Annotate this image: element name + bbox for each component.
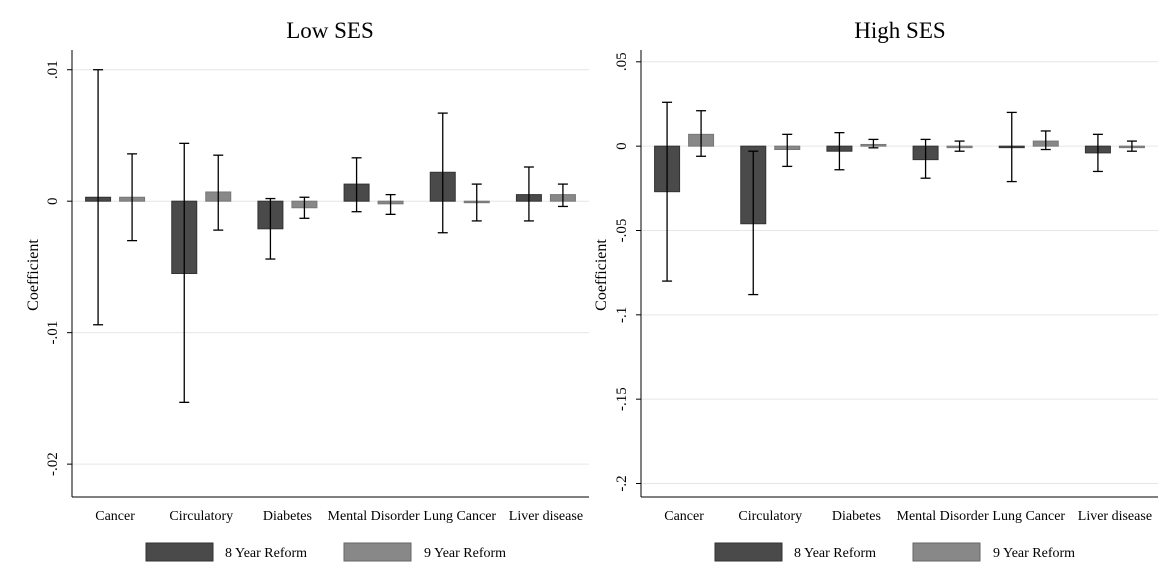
legend-label-8-year-reform: 8 Year Reform [794, 546, 876, 561]
y-tick-label: -.15 [614, 387, 630, 411]
x-tick-label: Diabetes [263, 509, 312, 524]
plot-area: -.2 -.15 -.1 -.05 0 .05 Cancer Circulatory Diabe… [614, 50, 1158, 524]
x-tick-label: Liver disease [1078, 509, 1152, 524]
panel-high-ses: High SES Coefficient -.2 -.15 -.1 -.05 0 .05 C… [593, 18, 1158, 562]
legend-label-9-year-reform: 9 Year Reform [993, 546, 1075, 561]
panel-low-ses: Low SES Coefficient -.02 -.01 0 .01 Cancer Ci… [25, 18, 589, 562]
plot-area: -.02 -.01 0 .01 Cancer Circulatory Diabetes Men… [45, 50, 589, 524]
y-tick-label: .05 [614, 52, 630, 71]
chart-title: Low SES [286, 18, 374, 43]
chart-title: High SES [854, 18, 945, 43]
x-tick-label: Mental Disorder [328, 509, 420, 524]
x-tick-label: Circulatory [169, 509, 233, 524]
y-tick-label: 0 [614, 142, 630, 150]
y-axis-label: Coefficient [593, 239, 610, 311]
y-tick-label: 0 [45, 197, 61, 205]
x-tick-label: Cancer [95, 509, 135, 524]
y-axis-label: Coefficient [25, 239, 42, 311]
y-tick-label: -.05 [614, 219, 630, 243]
legend-swatch-8-year-reform [145, 542, 214, 562]
y-tick-label: .01 [45, 60, 61, 79]
y-tick-label: -.1 [614, 307, 630, 323]
y-tick-label: -.2 [614, 475, 630, 491]
x-tick-label: Lung Cancer [423, 509, 496, 524]
x-tick-label: Mental Disorder [897, 509, 989, 524]
legend-swatch-8-year-reform [714, 542, 783, 562]
x-tick-label: Lung Cancer [992, 509, 1065, 524]
x-tick-label: Diabetes [832, 509, 881, 524]
x-tick-label: Liver disease [509, 509, 583, 524]
y-tick-label: -.02 [45, 452, 61, 476]
x-tick-label: Cancer [664, 509, 704, 524]
x-tick-label: Circulatory [738, 509, 802, 524]
legend-label-9-year-reform: 9 Year Reform [424, 546, 506, 561]
y-tick-label: -.01 [45, 321, 61, 345]
legend: 8 Year Reform 9 Year Reform [145, 542, 506, 562]
legend-swatch-9-year-reform [912, 542, 981, 562]
legend-swatch-9-year-reform [343, 542, 412, 562]
legend-label-8-year-reform: 8 Year Reform [225, 546, 307, 561]
legend: 8 Year Reform 9 Year Reform [714, 542, 1075, 562]
